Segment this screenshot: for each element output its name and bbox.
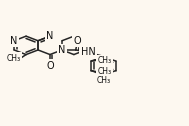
Text: CH₃: CH₃ [97, 67, 112, 76]
Text: HN: HN [81, 47, 95, 57]
Text: N: N [10, 36, 18, 46]
Text: CH₃: CH₃ [97, 56, 112, 65]
Text: CH₃: CH₃ [96, 76, 111, 85]
Text: N: N [46, 31, 54, 41]
Text: N: N [58, 45, 66, 55]
Text: CH₃: CH₃ [7, 54, 21, 63]
Text: O: O [46, 61, 54, 71]
Text: O: O [74, 36, 81, 46]
